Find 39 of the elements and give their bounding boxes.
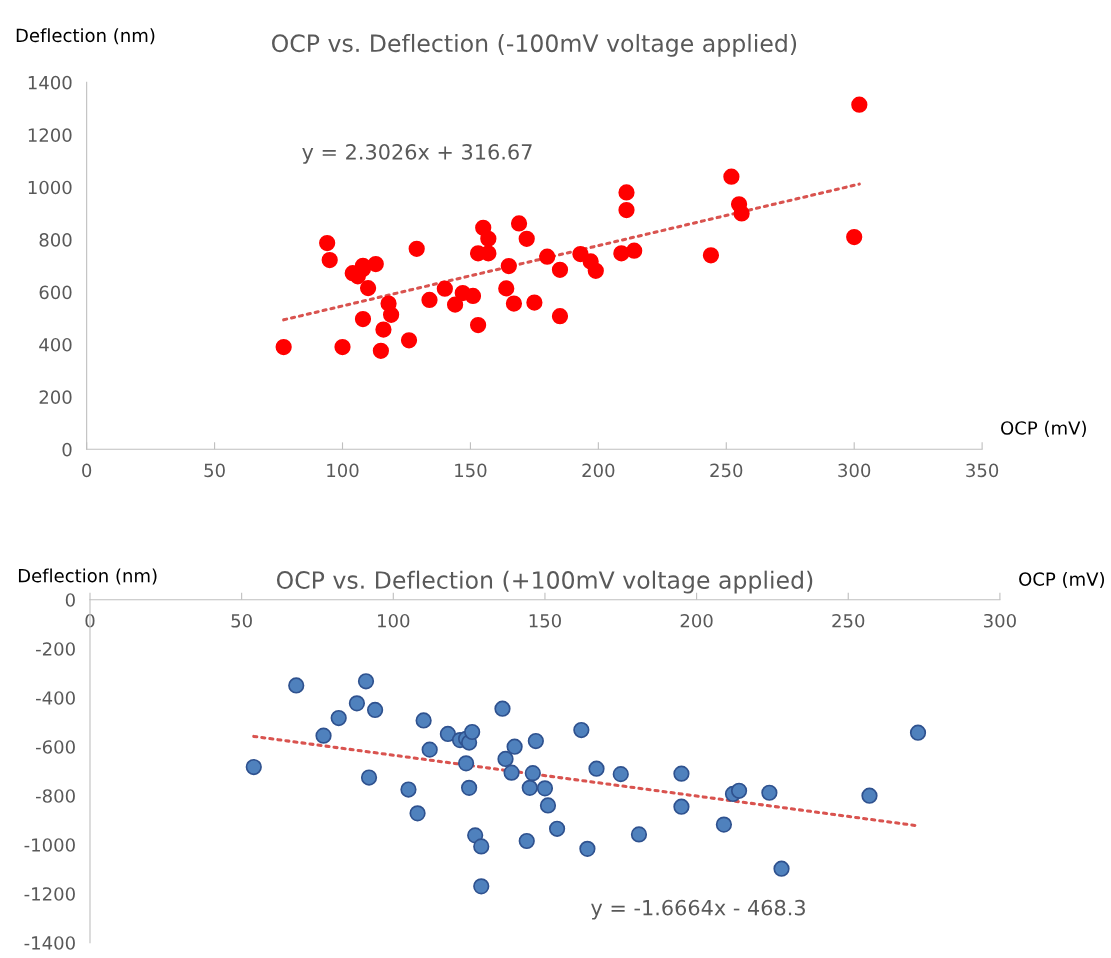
x-tick-label: 350 [966,463,999,478]
annotation: y = 2.3026x + 316.67 [302,143,532,164]
chart-title: OCP vs. Deflection (-100mV voltage applied) [272,33,797,57]
y-tick-label: 400 [39,337,72,352]
y-tick-label: 600 [39,285,72,300]
x-tick-label: 100 [378,613,410,628]
annotation: y = -1.6664x - 468.3 [591,899,805,920]
y-axis-title: Deflection (nm) [16,28,155,45]
x-tick-label: 0 [82,463,92,478]
y-axis-title: Deflection (nm) [18,568,157,585]
y-tick-label: -200 [36,642,75,656]
x-tick-label: 250 [710,463,743,478]
x-tick-label: 50 [231,613,252,628]
y-tick-label: -1200 [24,887,75,901]
x-tick-label: 150 [529,613,561,628]
x-tick-label: 300 [984,613,1016,628]
y-tick-label: 0 [65,593,75,607]
x-tick-label: 250 [832,613,865,628]
x-tick-label: 200 [582,463,615,478]
y-tick-label: 1200 [28,128,72,142]
chart-title: OCP vs. Deflection (+100mV voltage applied) [276,570,813,594]
y-tick-label: -400 [36,691,75,705]
x-tick-label: 100 [327,463,359,478]
x-tick-label: 200 [680,613,713,628]
x-tick-label: 0 [85,613,95,628]
y-tick-label: 1400 [28,75,72,90]
y-tick-label: 0 [62,442,72,457]
y-tick-label: -800 [36,789,75,803]
x-axis-title: OCP (mV) [1001,420,1086,437]
x-axis-title: OCP (mV) [1019,571,1105,589]
x-tick-label: 300 [838,463,871,478]
x-tick-label: 50 [204,463,225,478]
y-tick-label: 200 [39,390,72,404]
y-tick-label: -1400 [24,936,75,950]
y-tick-label: 800 [39,233,72,247]
x-tick-label: 150 [455,463,487,478]
y-tick-label: -1000 [24,838,75,852]
y-tick-label: -600 [36,740,75,754]
y-tick-label: 1000 [28,180,72,195]
